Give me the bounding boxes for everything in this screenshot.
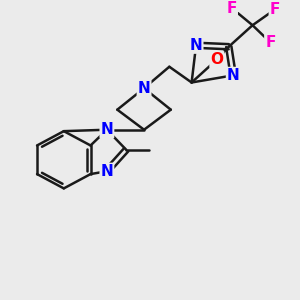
Text: F: F (270, 2, 280, 17)
Text: N: N (227, 68, 240, 83)
Text: N: N (138, 81, 150, 96)
Text: N: N (100, 164, 113, 179)
Text: F: F (265, 35, 276, 50)
Text: O: O (210, 52, 224, 67)
Text: F: F (226, 1, 237, 16)
Text: N: N (100, 122, 113, 137)
Text: N: N (190, 38, 202, 53)
